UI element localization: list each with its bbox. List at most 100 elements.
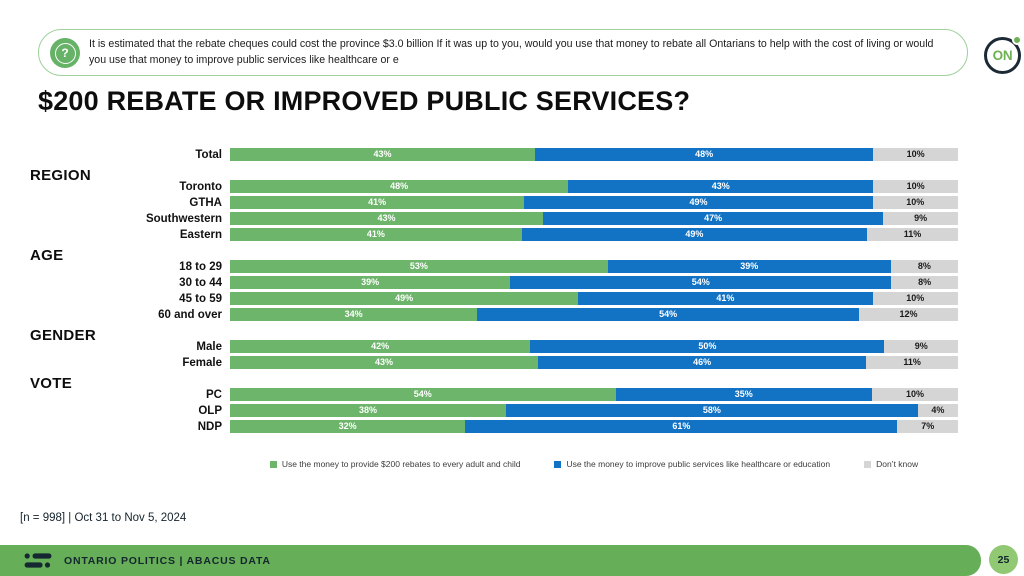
footer-bar: ONTARIO POLITICS | ABACUS DATA <box>0 545 981 576</box>
question-mark-icon: ? <box>50 38 80 68</box>
segment-value: 61% <box>672 421 691 431</box>
chart-row-female: Female 43% 46% 11% <box>30 356 958 369</box>
section-label-gender: GENDER <box>30 327 96 344</box>
segment-services: 54% <box>477 308 860 321</box>
chart-row-ndp: NDP 32% 61% 7% <box>30 420 958 433</box>
section-label-region: REGION <box>30 167 91 184</box>
segment-value: 41% <box>716 293 735 303</box>
row-label: Male <box>196 340 222 353</box>
on-logo: ON <box>984 37 1021 74</box>
legend-swatch-icon <box>269 460 277 468</box>
chart-row-toronto: Toronto 48% 43% 10% <box>30 180 959 193</box>
chart-row-gtha: GTHA 41% 49% 10% <box>30 196 958 209</box>
segment-value: 49% <box>395 293 414 303</box>
chart-row-pc: PC 54% 35% 10% <box>30 388 958 401</box>
segment-dont-know: 11% <box>867 228 958 241</box>
row-label: Southwestern <box>145 212 222 225</box>
segment-dont-know: 7% <box>897 420 958 433</box>
segment-value: 9% <box>914 341 928 351</box>
segment-dont-know: 12% <box>859 308 958 321</box>
segment-rebates: 39% <box>230 276 511 289</box>
row-label: NDP <box>197 420 222 433</box>
segment-value: 8% <box>918 277 932 287</box>
row-label: Eastern <box>179 228 222 241</box>
segment-services: 43% <box>568 180 874 193</box>
legend-swatch-icon <box>864 460 872 468</box>
section-label-age: AGE <box>30 247 64 264</box>
segment-dont-know: 4% <box>917 404 958 417</box>
legend-swatch-icon <box>554 460 562 468</box>
row-label: 18 to 29 <box>179 260 222 273</box>
chart-legend: Use the money to provide $200 rebates to… <box>230 459 958 469</box>
segment-value: 10% <box>906 149 925 159</box>
segment-services: 47% <box>542 212 884 225</box>
legend-item-services: Use the money to improve public services… <box>554 459 830 469</box>
segment-rebates: 54% <box>230 388 616 401</box>
chart-row-60-and-over: 60 and over 34% 54% 12% <box>30 308 958 321</box>
question-mark-glyph: ? <box>54 42 76 64</box>
segment-dont-know: 8% <box>891 276 958 289</box>
stacked-bar-chart: Total 43% 48% 10% REGION Toronto 48% 43% 10% GTHA… <box>30 148 959 436</box>
segment-rebates: 48% <box>230 180 569 193</box>
row-label: PC <box>206 388 222 401</box>
legend-item-dont-know: Don’t know <box>864 459 918 469</box>
stacked-bar: 38% 58% 4% <box>230 404 958 417</box>
segment-dont-know: 9% <box>883 212 958 225</box>
segment-value: 11% <box>903 357 921 367</box>
chart-group-total: Total 43% 48% 10% <box>30 148 959 161</box>
segment-value: 32% <box>338 421 357 431</box>
segment-value: 11% <box>903 229 922 239</box>
segment-value: 53% <box>409 261 428 271</box>
section-label-vote: VOTE <box>30 375 73 392</box>
segment-services: 49% <box>521 228 868 241</box>
chart-row-30-to-44: 30 to 44 39% 54% 8% <box>30 276 958 289</box>
stacked-bar: 43% 47% 9% <box>230 212 958 225</box>
segment-value: 12% <box>899 309 918 319</box>
segment-value: 8% <box>917 261 931 271</box>
segment-dont-know: 10% <box>872 196 958 209</box>
row-label: GTHA <box>189 196 222 209</box>
segment-rebates: 49% <box>230 292 579 305</box>
chart-group-gender: GENDER Male 42% 50% 9% Female 43% 46% 11% <box>30 327 958 369</box>
segment-value: 10% <box>906 293 925 303</box>
segment-value: 49% <box>685 229 704 239</box>
legend-item-rebates: Use the money to provide $200 rebates to… <box>269 459 521 469</box>
segment-rebates: 42% <box>230 340 531 353</box>
stacked-bar: 43% 48% 10% <box>230 148 959 161</box>
chart-row-southwestern: Southwestern 43% 47% 9% <box>30 212 958 225</box>
segment-rebates: 41% <box>230 228 522 241</box>
legend-label: Don’t know <box>876 459 919 469</box>
segment-services: 61% <box>465 420 898 433</box>
row-label: Toronto <box>179 180 222 193</box>
legend-label: Use the money to provide $200 rebates to… <box>281 459 521 469</box>
segment-rebates: 43% <box>230 148 535 161</box>
chart-row-18-to-29: 18 to 29 53% 39% 8% <box>30 260 958 273</box>
segment-value: 39% <box>361 277 380 287</box>
stacked-bar: 42% 50% 9% <box>230 340 958 353</box>
row-label: 45 to 59 <box>179 292 222 305</box>
segment-services: 39% <box>607 260 891 273</box>
chart-row-male: Male 42% 50% 9% <box>30 340 958 353</box>
chart-group-age: AGE 18 to 29 53% 39% 8% 30 to 44 39% 54% 8% 45 to… <box>30 247 958 321</box>
page-title: $200 REBATE OR IMPROVED PUBLIC SERVICES? <box>38 86 691 116</box>
segment-rebates: 43% <box>230 212 543 225</box>
segment-services: 46% <box>538 356 867 369</box>
segment-value: 54% <box>413 389 432 399</box>
segment-services: 54% <box>510 276 892 289</box>
row-label: Total <box>195 148 222 161</box>
segment-dont-know: 10% <box>871 388 958 401</box>
segment-value: 42% <box>371 341 390 351</box>
segment-dont-know: 10% <box>872 292 958 305</box>
segment-value: 7% <box>921 421 935 431</box>
row-label: OLP <box>198 404 222 417</box>
stacked-bar: 53% 39% 8% <box>230 260 958 273</box>
abacus-data-logo-icon <box>24 552 52 568</box>
question-box: ? It is estimated that the rebate cheque… <box>38 29 968 76</box>
sample-note: [n = 998] | Oct 31 to Nov 5, 2024 <box>20 512 187 524</box>
on-logo-dot-icon <box>1014 37 1020 43</box>
segment-value: 43% <box>711 181 730 191</box>
segment-value: 46% <box>693 357 712 367</box>
segment-value: 43% <box>377 213 396 223</box>
segment-rebates: 32% <box>230 420 466 433</box>
segment-value: 4% <box>931 405 945 415</box>
